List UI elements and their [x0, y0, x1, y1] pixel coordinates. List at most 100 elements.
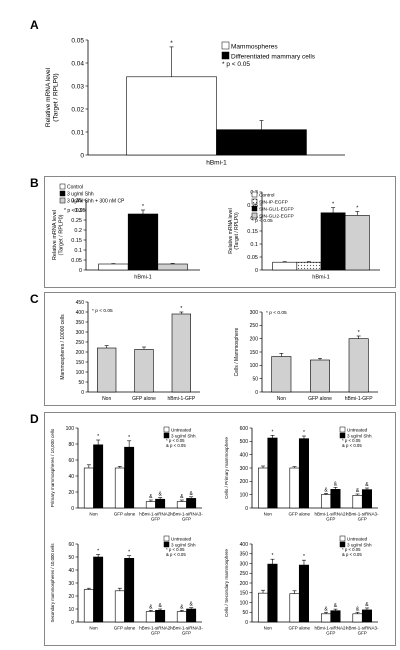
chart-a-legend-label: Differentiated mammary cells [231, 54, 316, 61]
chart-d1-note: * p < 0.05 & p < 0.05 [166, 438, 186, 448]
panel-letter-b: B [30, 176, 39, 190]
chart-d1-significance-mark: & [149, 494, 153, 500]
chart-d3-legend-swatch [163, 535, 170, 542]
chart-d4-legend-label: Untreated [347, 537, 368, 542]
chart-b1-y-label: Relative mRNA level(Target / RPLP0) [52, 210, 64, 260]
chart-d4-significance-mark: * [271, 553, 273, 559]
chart-d3-significance-mark: & [180, 604, 184, 610]
chart-d1-y-tick-label: 60 [68, 458, 74, 464]
chart-d4-y-tick-label: 350 [240, 552, 249, 558]
chart-b1-y-tick-label: 0.35 [71, 198, 82, 204]
chart-d2-bar [361, 489, 372, 509]
chart-d2-y-label: Cells / Primary mammosphere [224, 437, 229, 499]
chart-d3-bar [186, 608, 197, 623]
chart-d3-y-tick-label: 50 [68, 555, 74, 561]
chart-c2-x-tick-label: hBmi-1-GFP [345, 396, 373, 402]
chart-c2-y-tick-label: 100 [250, 363, 259, 369]
panel-letter-a: A [30, 18, 39, 32]
chart-d3-y-tick-label: 40 [68, 568, 74, 574]
chart-d3-bar [93, 556, 104, 623]
chart-b1-significance-mark: * [142, 204, 145, 210]
chart-d2-significance-mark: * [303, 430, 305, 436]
chart-d1-bar [93, 444, 104, 509]
chart-d1-significance-mark: & [180, 494, 184, 500]
chart-d4-x-tick-label: hBmi-1-siRNA3-GFP [346, 626, 379, 636]
chart-c2-y-tick-label: 300 [250, 310, 259, 316]
chart-c2-bar [271, 356, 292, 393]
chart-b2-note: * p < 0.05 [252, 218, 273, 224]
chart-a-legend-label: Mammospheres [231, 44, 278, 51]
chart-d4-y-tick-label: 150 [240, 591, 249, 597]
chart-b1-y-tick-label: 0.1 [74, 248, 82, 254]
chart-c1-note: * p < 0.05 [92, 308, 113, 314]
chart-b1-bar [98, 263, 129, 271]
chart-d3-y-label: Secondary mammospheres / 10,000 cells [50, 543, 55, 622]
chart-d2-y-tick-label: 600 [240, 426, 249, 432]
chart-d4-significance-mark: & [334, 603, 338, 609]
chart-b2-y-tick-label: 0 [255, 268, 258, 274]
chart-d1-bar [186, 498, 197, 509]
chart-c1-y-tick-label: 50 [78, 380, 84, 386]
chart-a-note: * p < 0.05 [222, 61, 250, 68]
chart-d1-bar [114, 467, 125, 509]
chart-d2-x-tick-label: hBmi-1-siRNA2-GFP [314, 512, 347, 522]
chart-d4-x-tick-label: hBmi-1-siRNA2-GFP [314, 626, 347, 636]
chart-d4-y-tick-label: 200 [240, 581, 249, 587]
chart-b1-x-tick-label: hBmi-1 [134, 275, 151, 281]
chart-d1-y-tick-label: 0 [71, 506, 74, 512]
chart-b1-legend-swatch [59, 183, 66, 190]
chart-c1-y-tick-label: 250 [76, 340, 85, 346]
chart-b2-bar [272, 261, 298, 271]
chart-d3-legend-swatch [163, 541, 170, 548]
chart-d2-y-tick-label: 500 [240, 439, 249, 445]
chart-d1-legend-swatch [163, 426, 170, 433]
chart-c1-significance-mark: * [180, 306, 183, 312]
chart-c1-y-tick-label: 300 [76, 330, 85, 336]
chart-d4-y-tick-label: 100 [240, 600, 249, 606]
chart-d4-significance-mark: & [356, 606, 360, 612]
chart-b1-legend-label: 3 ug/ml Shh [67, 192, 94, 198]
chart-d2-significance-mark: & [365, 482, 369, 488]
chart-d3-x-tick-label: hBmi-1-siRNA2-GFP [139, 626, 172, 636]
chart-d2-significance-mark: & [356, 488, 360, 494]
chart-d4-bar [320, 613, 332, 623]
chart-c2-y-tick-label: 250 [250, 323, 259, 329]
panel-d-frame [44, 412, 396, 646]
chart-b2-bar [296, 261, 322, 271]
chart-d2-y-tick-label: 0 [245, 506, 248, 512]
chart-a-y-tick-label: 0.02 [71, 106, 84, 113]
chart-d4-note: * p < 0.05 & p < 0.05 [342, 547, 362, 557]
panel-letter-d: D [30, 412, 39, 426]
chart-b1-note: * p < 0.05 [64, 208, 86, 214]
chart-b1-bar [127, 213, 159, 271]
chart-d1-significance-mark: & [189, 491, 193, 497]
chart-d4-y-tick-label: 50 [242, 610, 248, 616]
chart-d1-legend-swatch [163, 432, 170, 439]
chart-c1-y-tick-label: 200 [76, 350, 85, 356]
chart-b2-significance-mark: * [356, 206, 359, 212]
chart-d2-y-tick-label: 400 [240, 452, 249, 458]
chart-d3-legend-label: Untreated [171, 537, 192, 542]
chart-d1-bar [124, 446, 135, 509]
chart-d3-y-tick-label: 60 [68, 542, 74, 548]
chart-c2-y-tick-label: 50 [252, 376, 258, 382]
chart-d2-bar [289, 467, 300, 509]
chart-d3-x-tick-label: GFP alone [114, 626, 136, 631]
chart-d2-y-tick-label: 100 [240, 492, 249, 498]
chart-d2-significance-mark: * [271, 429, 273, 435]
chart-d1-bar [176, 501, 187, 509]
chart-c1-y-tick-label: 0 [81, 390, 84, 396]
chart-d1-bar [83, 467, 94, 509]
chart-d1-y-tick-label: 80 [68, 442, 74, 448]
chart-d1-significance-mark: * [97, 434, 99, 440]
chart-c2-x-tick-label: Non [277, 396, 286, 402]
chart-d4-significance-mark: * [303, 554, 305, 560]
panel-b-frame [44, 176, 396, 288]
chart-c2-x-tick-label: GFP alone [308, 396, 332, 402]
chart-d4-bar [289, 593, 300, 623]
chart-d2-x-tick-label: Non [264, 512, 273, 517]
chart-d1-x-tick-label: GFP alone [114, 512, 136, 517]
chart-d1-x-tick-label: hBmi-1-siRNA3-GFP [170, 512, 203, 522]
chart-d4-bar [257, 592, 269, 623]
